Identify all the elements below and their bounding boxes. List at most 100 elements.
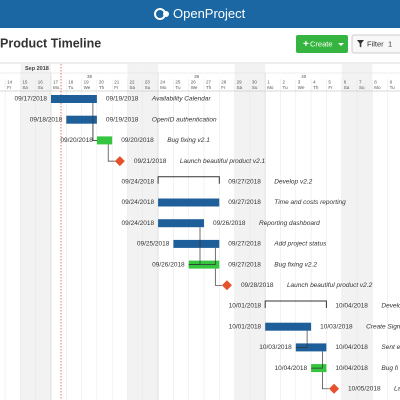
start-date: 10/01/2018 — [229, 303, 262, 310]
start-date: 09/26/2018 — [152, 261, 185, 268]
task-bar — [265, 322, 312, 331]
weekday-label: Tu — [283, 85, 289, 90]
subject: Time and costs reporting — [274, 199, 346, 206]
weekday-label: Sa — [22, 85, 28, 90]
day-label: 1 — [267, 80, 270, 85]
day-label: 2 — [283, 80, 286, 85]
day-label: 8 — [374, 80, 377, 85]
day-label: 18 — [68, 80, 74, 85]
weekday-label: Tu — [390, 85, 396, 90]
end-date: 09/19/2018 — [106, 96, 139, 103]
start-date: 09/25/2018 — [137, 241, 170, 248]
page-title: Product Timeline — [0, 36, 101, 50]
create-label[interactable]: Create — [310, 39, 333, 48]
weekend-column — [142, 64, 159, 400]
day-label: 22 — [130, 80, 136, 85]
weekday-label: Th — [313, 85, 319, 90]
dependency — [295, 330, 308, 348]
dependency — [92, 123, 97, 141]
weekday-label: Su — [359, 85, 365, 90]
weekend-column — [35, 64, 51, 400]
weekday-label: Tu — [175, 85, 181, 90]
subject: Bug fixing v2.2 — [274, 261, 317, 268]
filter-count[interactable]: 1 — [388, 39, 392, 48]
timeline-grid: 13Th14Fr15Sa16Su17Mo18Tu19We20Th21Fr22Sa… — [0, 64, 400, 400]
subject: Launch beautiful product v2.1 — [180, 158, 266, 165]
subject: Bug fixing v2.1 — [167, 137, 210, 144]
day-label: 26 — [191, 80, 197, 85]
day-label: 9 — [390, 80, 393, 85]
end-date: 09/26/2018 — [213, 220, 246, 227]
task-bar — [173, 239, 220, 248]
end-date: 10/03/2018 — [320, 323, 353, 330]
weekday-label: Sa — [344, 85, 350, 90]
task-bar — [66, 115, 97, 124]
weekday-label: Mo — [160, 85, 167, 90]
start-date: 09/17/2018 — [14, 96, 47, 103]
weekday-label: Sa — [130, 85, 136, 90]
weekday-label: We — [298, 85, 305, 90]
subject: Sent e — [381, 344, 400, 351]
dependency — [322, 372, 330, 390]
weekday-label: Th — [206, 85, 212, 90]
dependency — [107, 144, 115, 162]
day-label: 15 — [22, 80, 28, 85]
start-date: 09/20/2018 — [60, 137, 93, 144]
subject: OpenID authentication — [152, 116, 217, 123]
logo-icon — [154, 8, 169, 20]
day-label: 30 — [252, 80, 258, 85]
filter-button[interactable]: Filter 1 — [351, 34, 400, 54]
day-label: 6 — [344, 80, 347, 85]
weekend-column — [357, 64, 373, 400]
subject: Develo — [381, 303, 400, 310]
weekend-column — [249, 64, 266, 400]
task-bar — [158, 219, 204, 228]
logo[interactable]: OpenProject — [173, 6, 246, 21]
start-date: 10/01/2018 — [229, 323, 262, 330]
day-label: 25 — [175, 80, 181, 85]
weekend-column — [234, 64, 250, 400]
dependency — [214, 268, 222, 286]
day-label: 23 — [145, 80, 151, 85]
end-date: 09/19/2018 — [106, 116, 139, 123]
weekday-label: We — [84, 85, 91, 90]
day-label: 28 — [221, 80, 227, 85]
weekday-label: Fr — [114, 85, 119, 90]
svg-text:+: + — [303, 39, 309, 50]
start-date: 10/03/2018 — [259, 344, 292, 351]
weekday-label: We — [191, 85, 198, 90]
milestone — [114, 156, 125, 167]
end-date: 09/27/2018 — [228, 241, 261, 248]
week-label: 38 — [87, 74, 93, 79]
start-date: 09/24/2018 — [122, 220, 155, 227]
week-label: 40 — [301, 74, 307, 79]
day-label: 17 — [53, 80, 59, 85]
weekday-label: Fr — [328, 85, 333, 90]
weekday-label: Su — [252, 85, 258, 90]
end-date: 09/27/2018 — [228, 261, 261, 268]
day-label: 27 — [206, 80, 212, 85]
task-bar — [295, 343, 327, 352]
create-button[interactable]: + Create — [296, 35, 348, 53]
task-bar — [158, 198, 220, 207]
weekend-column — [341, 64, 357, 400]
end-date: 09/27/2018 — [228, 179, 261, 186]
filter-label[interactable]: Filter — [367, 39, 384, 48]
milestone — [221, 280, 232, 291]
day-label: 24 — [160, 80, 166, 85]
day-label: 3 — [298, 80, 301, 85]
weekday-label: Th — [99, 85, 105, 90]
weekday-label: Sa — [237, 85, 243, 90]
weekday-label: Su — [145, 85, 151, 90]
day-label: 5 — [328, 80, 331, 85]
day-label: 21 — [114, 80, 120, 85]
start-date: 09/24/2018 — [122, 199, 155, 206]
month-label: Sep 2018 — [25, 66, 49, 72]
day-label: 29 — [237, 80, 243, 85]
dependency — [311, 351, 323, 369]
weekday-label: Mo — [267, 85, 274, 90]
subject: Reporting dashboard — [259, 220, 320, 227]
weekday-label: Fr — [7, 85, 12, 90]
